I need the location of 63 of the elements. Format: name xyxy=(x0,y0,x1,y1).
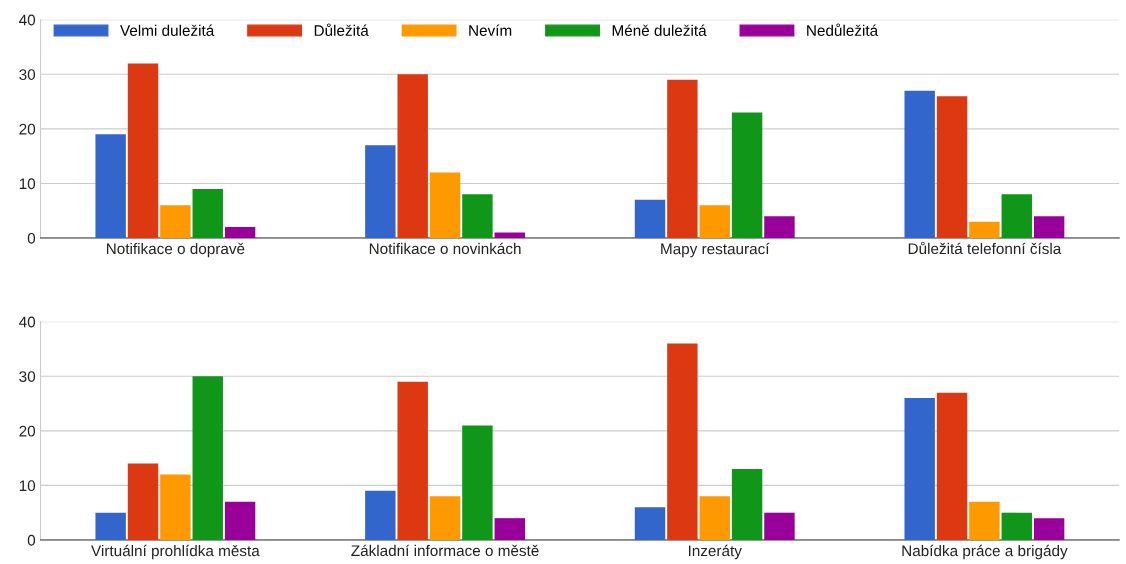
x-tick-label: Nabídka práce a brigády xyxy=(902,544,1068,560)
x-tick-label: Důležitá telefonní čísla xyxy=(908,241,1062,255)
legend-label: Nedůležitá xyxy=(807,23,879,36)
bar xyxy=(969,501,1000,540)
bar xyxy=(462,194,493,239)
bar xyxy=(699,496,730,540)
bar xyxy=(764,216,795,239)
bar xyxy=(699,205,730,239)
y-tick-label: 40 xyxy=(19,14,36,26)
bar xyxy=(1033,518,1065,540)
bar xyxy=(224,227,256,239)
bar xyxy=(731,112,763,239)
x-tick-label: Virtuální prohlídka města xyxy=(91,544,260,560)
bar xyxy=(634,507,666,540)
y-tick-label: 10 xyxy=(19,178,36,190)
bar xyxy=(397,381,428,540)
y-tick-label: 10 xyxy=(19,480,36,492)
bar xyxy=(365,490,396,540)
bar xyxy=(904,398,935,540)
bar xyxy=(1033,216,1065,239)
bar xyxy=(667,79,698,239)
bar xyxy=(634,199,666,239)
bar xyxy=(429,496,461,540)
bar xyxy=(494,518,525,540)
bar xyxy=(429,172,461,239)
y-tick-label: 20 xyxy=(19,425,36,437)
y-tick-label: 0 xyxy=(27,534,36,546)
bar xyxy=(192,376,223,540)
legend-label: Nevím xyxy=(469,24,512,36)
y-tick-label: 40 xyxy=(19,316,36,328)
bar xyxy=(764,512,795,540)
bar xyxy=(224,501,256,540)
bar xyxy=(1001,512,1032,540)
bar xyxy=(127,463,159,540)
x-tick-label: Mapy restaurací xyxy=(661,242,770,258)
bar xyxy=(936,392,968,540)
bar xyxy=(936,96,968,239)
bar xyxy=(731,469,763,540)
bar xyxy=(160,474,191,540)
x-tick-label: Základní informace o městě xyxy=(351,544,539,557)
bar xyxy=(462,425,493,540)
bar xyxy=(95,512,126,540)
y-tick-label: 0 xyxy=(27,232,36,244)
bar xyxy=(1001,194,1032,239)
y-tick-label: 20 xyxy=(19,123,36,135)
bar xyxy=(397,74,428,239)
bar xyxy=(95,134,126,239)
x-tick-label: Inzeráty xyxy=(688,544,742,560)
bar xyxy=(160,205,191,239)
legend-label: Důležitá xyxy=(314,23,369,36)
bar xyxy=(969,221,1000,239)
y-tick-label: 30 xyxy=(19,69,36,80)
bar xyxy=(192,188,223,239)
y-tick-label: 30 xyxy=(19,371,36,382)
legend-label: Velmi duležitá xyxy=(120,24,215,36)
bar xyxy=(904,90,935,239)
bar xyxy=(365,145,396,239)
x-tick-label: Notifikace o novinkách xyxy=(369,242,521,255)
bar xyxy=(667,343,698,540)
legend-label: Méně duležitá xyxy=(612,24,707,36)
x-tick-label: Notifikace o dopravě xyxy=(106,242,245,258)
bar xyxy=(494,232,525,239)
bar xyxy=(127,63,159,239)
